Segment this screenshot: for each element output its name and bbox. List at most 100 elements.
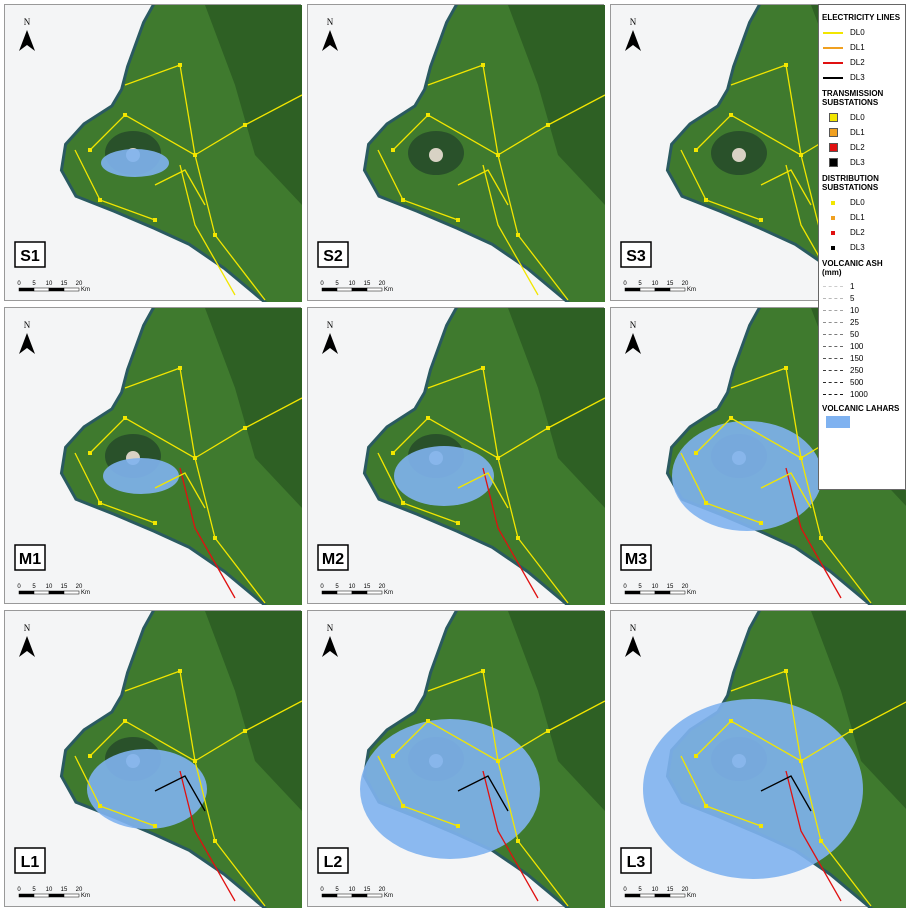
crater <box>429 148 443 162</box>
substation <box>759 824 763 828</box>
substation <box>799 153 803 157</box>
scale-tick: 10 <box>46 584 53 590</box>
scale-segment <box>670 288 685 291</box>
substation <box>799 456 803 460</box>
substation <box>243 426 247 430</box>
scale-tick: 15 <box>667 584 674 590</box>
legend-label: DL1 <box>850 128 865 137</box>
scale-segment <box>19 591 34 594</box>
scale-segment <box>322 591 337 594</box>
legend-item: 250 <box>822 364 902 376</box>
legend-swatch <box>822 358 844 359</box>
scale-segment <box>352 894 367 897</box>
swatch <box>831 246 835 250</box>
legend-label: DL0 <box>850 113 865 122</box>
swatch <box>823 382 843 383</box>
legend-swatch <box>822 370 844 371</box>
legend-heading: TRANSMISSION SUBSTATIONS <box>822 89 902 107</box>
legend-heading: DISTRIBUTION SUBSTATIONS <box>822 174 902 192</box>
scale-segment <box>367 591 382 594</box>
scale-tick: 5 <box>32 584 36 590</box>
swatch <box>823 286 843 287</box>
substation <box>496 456 500 460</box>
substation <box>546 426 550 430</box>
legend-label: DL3 <box>850 73 865 82</box>
substation <box>819 536 823 540</box>
scale-segment <box>655 288 670 291</box>
scale-segment <box>625 894 640 897</box>
swatch <box>823 394 843 395</box>
scale-segment <box>367 288 382 291</box>
legend-swatch <box>822 77 844 79</box>
figure: NS105101520KmNS205101520KmNS305101520KmN… <box>0 0 906 910</box>
scale-tick: 10 <box>349 584 356 590</box>
substation <box>704 501 708 505</box>
scale-tick: 15 <box>667 281 674 287</box>
legend-swatch <box>822 113 844 122</box>
scale-tick: 5 <box>32 281 36 287</box>
legend-item: DL3 <box>822 155 902 170</box>
scale-unit: Km <box>384 590 393 596</box>
substation <box>819 839 823 843</box>
scale-segment <box>34 288 49 291</box>
substation <box>456 521 460 525</box>
lahar <box>672 421 822 531</box>
scale-tick: 0 <box>623 887 627 893</box>
substation <box>401 501 405 505</box>
substation <box>426 719 430 723</box>
scale-tick: 15 <box>667 887 674 893</box>
legend-label: DL0 <box>850 198 865 207</box>
scale-tick: 0 <box>623 584 627 590</box>
scale-tick: 15 <box>364 584 371 590</box>
substation <box>729 113 733 117</box>
scale-tick: 10 <box>46 887 53 893</box>
legend-label: 500 <box>850 378 863 387</box>
legend-item: DL1 <box>822 40 902 55</box>
scale-unit: Km <box>384 287 393 293</box>
legend-label: DL3 <box>850 158 865 167</box>
panel-label: L2 <box>324 854 343 871</box>
substation <box>759 521 763 525</box>
legend-item: 10 <box>822 304 902 316</box>
swatch <box>823 334 843 335</box>
substation <box>193 759 197 763</box>
substation <box>98 804 102 808</box>
lahar-swatch <box>826 416 850 428</box>
scale-segment <box>64 591 79 594</box>
swatch <box>829 113 838 122</box>
legend-item: DL0 <box>822 110 902 125</box>
legend-swatch <box>822 47 844 49</box>
panel-label: M3 <box>625 551 647 568</box>
substation <box>481 669 485 673</box>
lahar <box>360 719 540 859</box>
substation <box>401 804 405 808</box>
substation <box>193 456 197 460</box>
substation <box>153 824 157 828</box>
substation <box>784 669 788 673</box>
scale-tick: 5 <box>335 281 339 287</box>
swatch <box>829 158 838 167</box>
legend-swatch <box>822 231 844 235</box>
scale-tick: 10 <box>652 584 659 590</box>
substation <box>178 669 182 673</box>
swatch <box>823 62 843 64</box>
scale-tick: 5 <box>638 281 642 287</box>
scale-tick: 10 <box>46 281 53 287</box>
scale-tick: 0 <box>320 281 324 287</box>
map: NM205101520Km <box>308 308 605 605</box>
legend-swatch <box>822 201 844 205</box>
map-panel: NL205101520Km <box>307 610 604 907</box>
substation <box>456 824 460 828</box>
scale-tick: 0 <box>17 584 21 590</box>
substation <box>759 218 763 222</box>
legend-label: DL1 <box>850 213 865 222</box>
substation <box>426 416 430 420</box>
substation <box>391 754 395 758</box>
map-panel: NL105101520Km <box>4 610 301 907</box>
substation <box>401 198 405 202</box>
legend-label: DL2 <box>850 58 865 67</box>
scale-tick: 15 <box>61 584 68 590</box>
